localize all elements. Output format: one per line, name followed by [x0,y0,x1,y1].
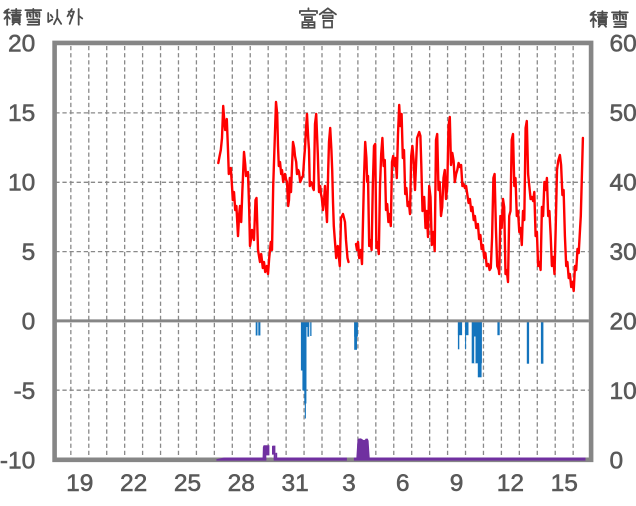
svg-text:40: 40 [610,170,636,197]
svg-text:5: 5 [22,239,36,266]
svg-text:9: 9 [450,470,464,497]
svg-text:-10: -10 [0,448,35,475]
svg-text:0: 0 [22,309,36,336]
svg-text:20: 20 [610,309,636,336]
svg-text:28: 28 [228,470,255,497]
svg-text:20: 20 [8,31,35,58]
svg-text:15: 15 [8,100,35,127]
svg-text:10: 10 [610,378,636,405]
svg-text:15: 15 [551,470,578,497]
svg-text:25: 25 [174,470,201,497]
svg-text:12: 12 [497,470,524,497]
svg-text:30: 30 [610,239,636,266]
svg-text:3: 3 [342,470,356,497]
svg-text:19: 19 [66,470,93,497]
svg-text:6: 6 [396,470,410,497]
svg-text:10: 10 [8,170,35,197]
svg-text:-5: -5 [14,378,36,405]
svg-text:60: 60 [610,31,636,58]
svg-text:22: 22 [120,470,147,497]
svg-text:0: 0 [610,448,624,475]
svg-text:31: 31 [281,470,308,497]
svg-text:50: 50 [610,100,636,127]
